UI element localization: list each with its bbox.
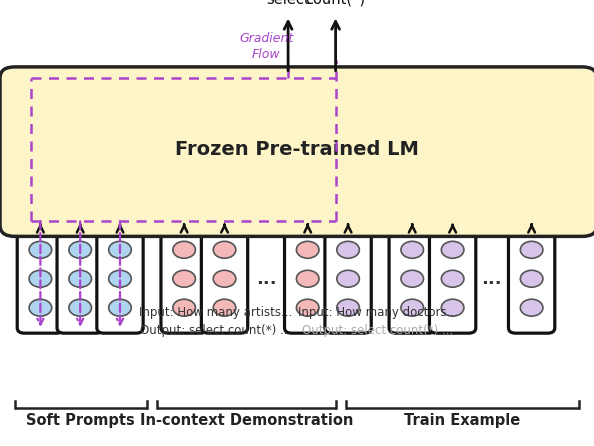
Circle shape — [109, 299, 131, 316]
Circle shape — [213, 241, 236, 258]
Circle shape — [401, 270, 424, 287]
Circle shape — [337, 299, 359, 316]
FancyBboxPatch shape — [0, 67, 594, 236]
Circle shape — [109, 241, 131, 258]
FancyBboxPatch shape — [201, 224, 248, 333]
Text: In-context Demonstration: In-context Demonstration — [140, 413, 353, 428]
Circle shape — [296, 299, 319, 316]
Circle shape — [29, 241, 52, 258]
FancyBboxPatch shape — [285, 224, 331, 333]
Circle shape — [520, 299, 543, 316]
Circle shape — [441, 299, 464, 316]
Circle shape — [69, 270, 91, 287]
FancyBboxPatch shape — [57, 224, 103, 333]
Text: Frozen Pre-trained LM: Frozen Pre-trained LM — [175, 140, 419, 159]
Circle shape — [337, 270, 359, 287]
Circle shape — [173, 241, 195, 258]
Text: Output: select count(*) ...: Output: select count(*) ... — [302, 323, 453, 337]
Circle shape — [401, 241, 424, 258]
Circle shape — [520, 270, 543, 287]
Circle shape — [109, 270, 131, 287]
Circle shape — [69, 241, 91, 258]
Circle shape — [401, 299, 424, 316]
FancyBboxPatch shape — [17, 224, 64, 333]
Text: Soft Prompts: Soft Prompts — [26, 413, 135, 428]
Circle shape — [296, 270, 319, 287]
Text: select: select — [266, 0, 310, 7]
Circle shape — [173, 299, 195, 316]
FancyBboxPatch shape — [97, 224, 143, 333]
FancyBboxPatch shape — [508, 224, 555, 333]
Text: ...: ... — [482, 270, 502, 288]
FancyBboxPatch shape — [429, 224, 476, 333]
Text: Output: select count(*) ...: Output: select count(*) ... — [140, 323, 291, 337]
Text: Input: How many doctors...: Input: How many doctors... — [298, 306, 458, 319]
Circle shape — [29, 270, 52, 287]
Circle shape — [213, 299, 236, 316]
Circle shape — [29, 299, 52, 316]
Text: Gradient
Flow: Gradient Flow — [239, 32, 293, 62]
Circle shape — [520, 241, 543, 258]
Circle shape — [441, 270, 464, 287]
FancyBboxPatch shape — [161, 224, 207, 333]
Text: ...: ... — [256, 270, 276, 288]
FancyBboxPatch shape — [389, 224, 435, 333]
Circle shape — [69, 299, 91, 316]
Circle shape — [173, 270, 195, 287]
Text: count(*): count(*) — [305, 0, 366, 7]
Text: Input: How many artists...: Input: How many artists... — [139, 306, 292, 319]
Circle shape — [337, 241, 359, 258]
Circle shape — [441, 241, 464, 258]
Text: Train Example: Train Example — [404, 413, 520, 428]
Circle shape — [213, 270, 236, 287]
FancyBboxPatch shape — [325, 224, 371, 333]
Circle shape — [296, 241, 319, 258]
